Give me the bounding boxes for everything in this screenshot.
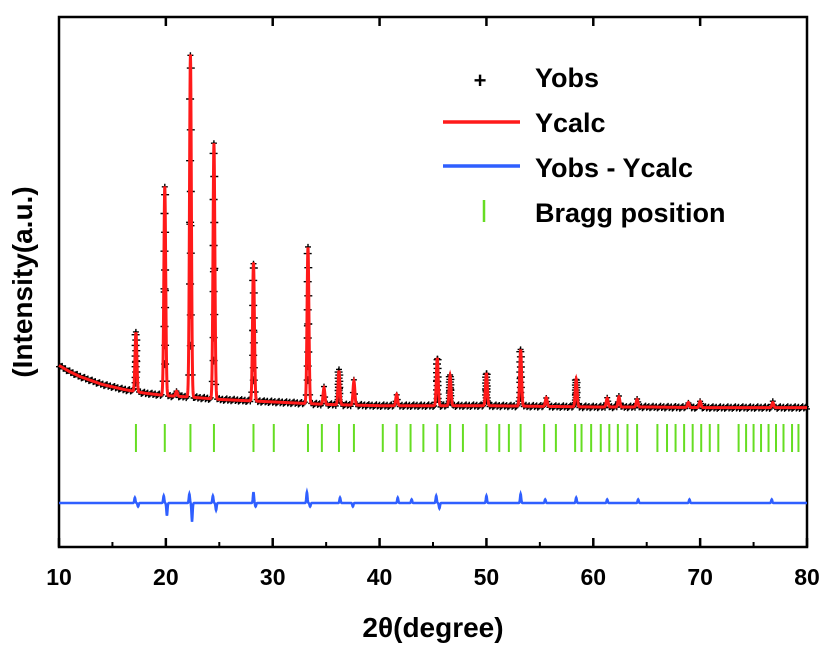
bragg-position-series <box>134 424 800 452</box>
x-tick-label-50: 50 <box>474 564 500 590</box>
difference-series-line <box>59 487 807 522</box>
legend-bragg-label: Bragg position <box>535 198 726 228</box>
x-tick-label-10: 10 <box>46 564 72 590</box>
x-tick-label-80: 80 <box>794 564 820 590</box>
x-axis-tick-labels: 10 20 30 40 50 60 70 80 <box>46 564 820 590</box>
x-axis-ticks <box>57 17 809 547</box>
yobs-series <box>56 52 810 412</box>
x-tick-label-30: 30 <box>260 564 286 590</box>
x-tick-label-40: 40 <box>367 564 393 590</box>
x-axis-title: 2θ(degree) <box>362 612 503 643</box>
ycalc-series-line <box>58 54 807 410</box>
x-tick-label-60: 60 <box>580 564 606 590</box>
x-tick-label-70: 70 <box>687 564 713 590</box>
legend: + Yobs Ycalc Yobs - Ycalc Bragg position <box>443 63 726 228</box>
legend-ycalc-label: Ycalc <box>535 108 606 138</box>
y-axis-title: (Intensity(a.u.) <box>7 186 38 377</box>
legend-diff-label: Yobs - Ycalc <box>535 153 693 183</box>
plot-frame <box>57 15 809 549</box>
x-tick-label-20: 20 <box>153 564 179 590</box>
legend-yobs-marker: + <box>474 68 487 93</box>
legend-yobs-label: Yobs <box>535 63 599 93</box>
